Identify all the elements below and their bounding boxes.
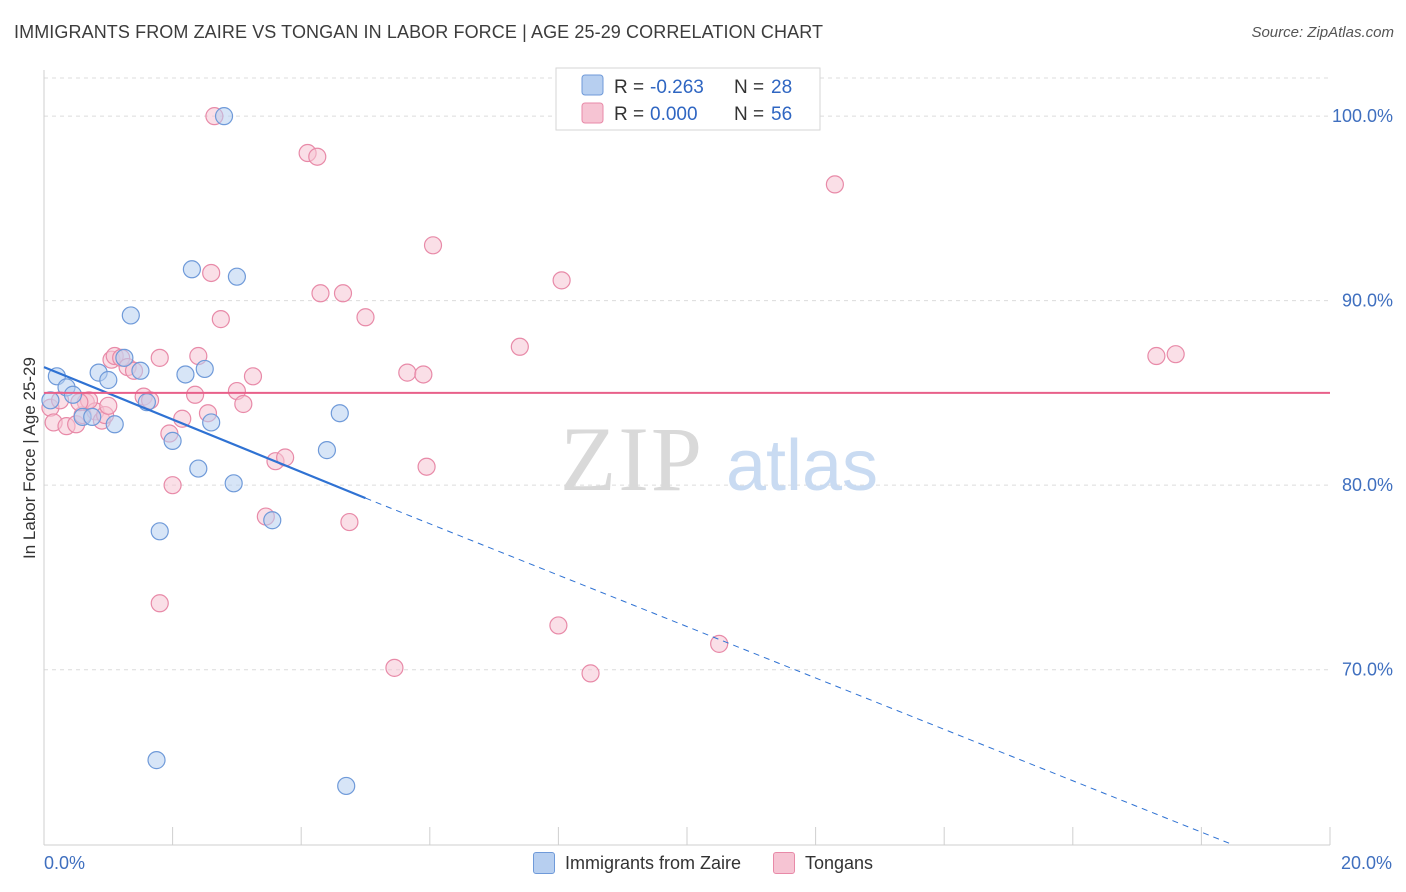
zaire-point-19 bbox=[195, 359, 214, 379]
zaire-point-13 bbox=[147, 751, 166, 770]
tongans-point-20 bbox=[163, 476, 182, 495]
bottom-legend-item-tongans: Tongans bbox=[772, 852, 874, 874]
zaire-point-6 bbox=[105, 415, 124, 434]
legend-n-label-tongans: N = bbox=[734, 104, 764, 125]
zaire-point-23 bbox=[227, 267, 246, 286]
tongans-point-47 bbox=[552, 271, 571, 290]
source-label: Source: ZipAtlas.com bbox=[1251, 24, 1394, 41]
tongans-point-10 bbox=[99, 396, 118, 415]
zaire-point-10 bbox=[121, 306, 140, 325]
bottom-legend-label-zaire: Immigrants from Zaire bbox=[564, 852, 741, 873]
zaire-point-18 bbox=[189, 459, 208, 478]
zaire-point-26 bbox=[330, 404, 349, 423]
zaire-point-3 bbox=[63, 385, 83, 404]
tongans-point-49 bbox=[710, 634, 729, 653]
tongans-point-44 bbox=[423, 236, 443, 255]
tongans-point-42 bbox=[414, 365, 433, 384]
tongans-point-22 bbox=[186, 385, 205, 404]
tongans-point-29 bbox=[234, 394, 253, 414]
zaire-point-24 bbox=[263, 511, 282, 530]
zaire-point-27 bbox=[337, 776, 356, 796]
zaire-point-9 bbox=[115, 348, 134, 367]
tongans-point-50 bbox=[825, 175, 844, 194]
zaire-point-22 bbox=[224, 474, 243, 493]
zaire-point-17 bbox=[182, 260, 201, 279]
legend-r-value-tongans: 0.000 bbox=[650, 104, 698, 125]
zaire-point-11 bbox=[131, 361, 150, 380]
y-axis-label: In Labor Force | Age 25-29 bbox=[20, 357, 39, 559]
tongans-point-37 bbox=[333, 284, 353, 303]
bottom-legend-label-tongans: Tongans bbox=[804, 852, 874, 873]
tongans-point-53 bbox=[150, 594, 169, 613]
y-tick-label-100: 100.0% bbox=[1332, 106, 1393, 126]
legend-swatch-zaire bbox=[581, 74, 604, 96]
trend-lines bbox=[43, 366, 1330, 846]
tongans-point-45 bbox=[510, 337, 529, 356]
tongans-point-35 bbox=[308, 147, 327, 166]
legend-swatch-tongans bbox=[581, 102, 604, 124]
watermark-zip: ZIP bbox=[560, 408, 704, 510]
y-tick-labels: 70.0% 80.0% 90.0% 100.0% bbox=[1332, 106, 1393, 680]
series-tongans-points bbox=[41, 107, 1185, 683]
y-tick-label-80: 80.0% bbox=[1342, 475, 1393, 495]
zaire-point-0 bbox=[41, 391, 60, 410]
y-tick-label-90: 90.0% bbox=[1342, 291, 1393, 311]
bottom-legend-swatch-zaire bbox=[532, 852, 555, 874]
bottom-legend-item-zaire: Immigrants from Zaire bbox=[532, 852, 741, 874]
tongans-point-46 bbox=[549, 616, 568, 635]
tongans-point-38 bbox=[340, 512, 359, 532]
zaire-point-21 bbox=[214, 107, 234, 126]
watermark: ZIP atlas bbox=[560, 408, 878, 510]
tongans-point-43 bbox=[417, 457, 436, 476]
chart-title: IMMIGRANTS FROM ZAIRE VS TONGAN IN LABOR… bbox=[14, 22, 824, 42]
zaire-point-8 bbox=[99, 370, 118, 390]
axes bbox=[43, 70, 1331, 846]
zaire-point-5 bbox=[83, 407, 102, 427]
tongans-point-18 bbox=[150, 348, 169, 367]
legend-n-value-tongans: 56 bbox=[771, 104, 792, 125]
zaire-point-20 bbox=[202, 413, 221, 432]
series-zaire-points bbox=[41, 107, 356, 796]
trend-line-zaire bbox=[43, 366, 366, 500]
tongans-point-36 bbox=[311, 284, 330, 303]
grid-lines bbox=[44, 77, 1330, 671]
y-tick-label-70: 70.0% bbox=[1342, 660, 1393, 680]
zaire-point-15 bbox=[163, 431, 182, 450]
legend-n-label-zaire: N = bbox=[734, 77, 764, 98]
bottom-legend-swatch-tongans bbox=[772, 852, 795, 874]
legend-n-value-zaire: 28 bbox=[771, 77, 792, 98]
x-tick-label-min: 0.0% bbox=[44, 853, 85, 873]
tongans-point-41 bbox=[398, 363, 417, 382]
tongans-point-39 bbox=[356, 308, 375, 327]
zaire-point-14 bbox=[150, 522, 169, 541]
zaire-point-25 bbox=[317, 441, 337, 460]
legend-r-label-zaire: R = bbox=[614, 77, 644, 98]
bottom-legend: Immigrants from Zaire Tongans bbox=[0, 852, 1406, 874]
tongans-point-48 bbox=[581, 664, 600, 683]
x-tick-label-max: 20.0% bbox=[1341, 853, 1392, 873]
trend-line-zaire-extension bbox=[365, 497, 1234, 846]
tongans-point-51 bbox=[1147, 346, 1166, 366]
watermark-atlas: atlas bbox=[726, 426, 878, 506]
tongans-point-40 bbox=[385, 658, 404, 677]
legend-r-value-zaire: -0.263 bbox=[650, 77, 704, 98]
zaire-point-16 bbox=[176, 365, 195, 384]
tongans-point-21 bbox=[173, 409, 192, 428]
legend: R = -0.263 N = 28 R = 0.000 N = 56 bbox=[555, 67, 821, 131]
tongans-point-52 bbox=[1166, 345, 1185, 364]
tongans-point-27 bbox=[211, 310, 230, 329]
legend-r-label-tongans: R = bbox=[614, 104, 644, 125]
tongans-point-30 bbox=[243, 367, 263, 386]
tongans-point-25 bbox=[202, 263, 221, 283]
